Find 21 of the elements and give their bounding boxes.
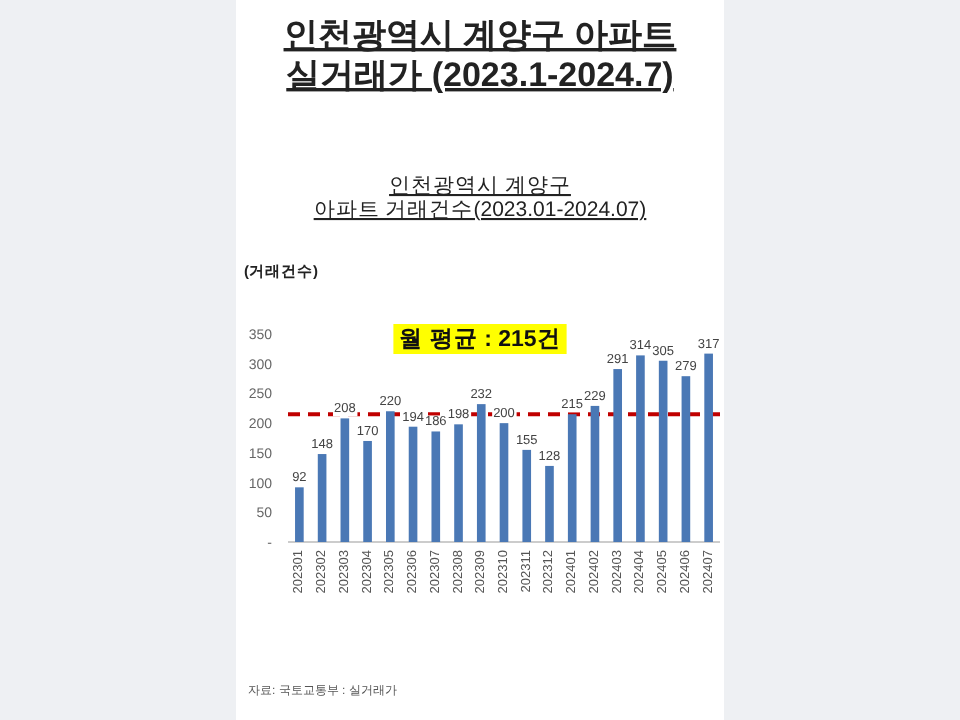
- bar: [431, 431, 441, 542]
- bar: [317, 454, 327, 542]
- bar: [454, 424, 463, 542]
- ref-line-label: 월 평균 : 215건: [399, 326, 561, 352]
- bar: [295, 487, 304, 542]
- bar: [704, 353, 713, 542]
- bar: [476, 404, 486, 542]
- bar: [408, 426, 418, 542]
- bar: [658, 360, 668, 542]
- bar: [613, 369, 622, 542]
- bar: [545, 465, 554, 542]
- bar: [567, 414, 577, 542]
- bar: [590, 405, 600, 542]
- bar: [363, 440, 372, 542]
- bar: [386, 411, 395, 542]
- bar: [499, 423, 509, 542]
- bar: [681, 376, 691, 542]
- chart-subtitle: 인천광역시 계양구 아파트 거래건수(2023.01-2024.07): [313, 174, 647, 222]
- chart-title: 인천광역시 계양구 아파트 실거래가 (2023.1-2024.7): [283, 16, 677, 94]
- bar: [636, 355, 645, 542]
- bar: [522, 449, 532, 542]
